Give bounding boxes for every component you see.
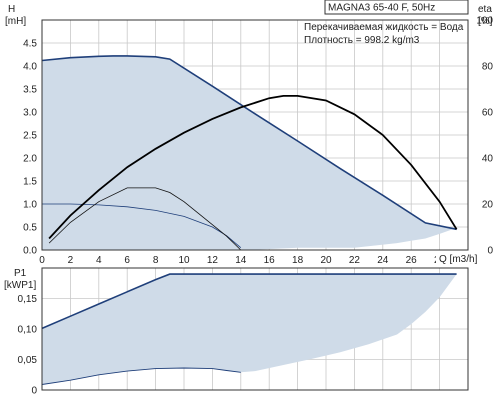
x-tick-label: 6 xyxy=(124,255,130,266)
max-power-curve xyxy=(41,273,457,330)
bottom-y-axis-unit: [kWP1] xyxy=(4,280,36,291)
x-tick-label: 14 xyxy=(235,255,247,266)
x-tick-label: 22 xyxy=(349,255,361,266)
y-tick-label: 0.0 xyxy=(23,246,37,257)
x-tick-label: 10 xyxy=(178,255,190,266)
y-tick-label: 1.0 xyxy=(23,200,37,211)
bottom-y-tick-label: 0 xyxy=(31,386,37,397)
chart-title-box xyxy=(324,0,469,15)
y-tick-label: 2.0 xyxy=(23,154,37,165)
x-tick-label: 24 xyxy=(377,255,389,266)
chart-title: MAGNA3 65-40 F, 50Hz xyxy=(328,3,435,14)
x-tick-label: 0 xyxy=(39,255,45,266)
y-tick-label: 2.5 xyxy=(23,131,37,142)
y-tick-label: 4.0 xyxy=(23,62,37,73)
y2-tick-label: 80 xyxy=(482,62,494,73)
x-tick-label: 12 xyxy=(207,255,219,266)
y-tick-label: 4.5 xyxy=(23,39,37,50)
y-tick-label: 3.5 xyxy=(23,85,37,96)
x-tick-label: 18 xyxy=(292,255,304,266)
bottom-y-tick-label: 0,10 xyxy=(18,325,38,336)
y-tick-label: 3.0 xyxy=(23,108,37,119)
y-tick-label: 0.5 xyxy=(23,223,37,234)
x-axis-label: Q [m3/h] xyxy=(439,254,478,265)
power-area-fill xyxy=(42,274,457,385)
y2-tick-label: 20 xyxy=(482,200,494,211)
bottom-y-axis-title: P1 xyxy=(14,268,27,279)
bottom-chart-tick-labels: 0 0,05 0,10 0,15 xyxy=(18,294,38,397)
top-y2-axis-unit: [%] xyxy=(478,16,493,27)
x-tick-label: 4 xyxy=(96,255,102,266)
x-axis-label-bg xyxy=(436,252,470,264)
density-info: Плотность = 998.2 kg/m3 xyxy=(304,35,420,46)
bottom-y-tick-label: 0,15 xyxy=(18,294,38,305)
fluid-info: Перекачиваемая жидкость = Вода xyxy=(304,22,464,33)
efficiency-min-curve xyxy=(48,187,242,251)
bottom-chart-frame xyxy=(41,267,469,391)
operating-area-fill xyxy=(42,55,457,251)
y2-tick-label: 40 xyxy=(482,154,494,165)
bottom-chart-fill-region xyxy=(42,274,457,385)
top-chart-fill-region xyxy=(42,55,457,251)
x-tick-label: 20 xyxy=(320,255,332,266)
top-y-axis-title: H xyxy=(8,4,15,15)
top-chart-curves xyxy=(41,55,458,251)
top-y2-axis-title: eta xyxy=(478,4,492,15)
x-tick-label: 16 xyxy=(264,255,276,266)
top-chart-tick-labels: 02468101214161820222426280.00.51.01.52.0… xyxy=(23,16,493,267)
y-tick-label: 1.5 xyxy=(23,177,37,188)
max-head-curve xyxy=(41,55,457,231)
x-tick-label: 2 xyxy=(68,255,74,266)
efficiency-max-curve xyxy=(48,95,458,240)
top-y-axis-unit: [mH] xyxy=(5,16,26,27)
x-tick-label: 8 xyxy=(153,255,159,266)
y2-tick-label: 100 xyxy=(476,16,493,27)
bottom-chart-curves xyxy=(41,273,457,385)
bottom-y-tick-label: 0,05 xyxy=(18,355,38,366)
top-chart-frame xyxy=(41,19,469,251)
y2-tick-label: 60 xyxy=(482,108,494,119)
y2-tick-label: 0 xyxy=(487,246,493,257)
min-power-curve xyxy=(41,367,241,385)
x-tick-label: 26 xyxy=(406,255,418,266)
